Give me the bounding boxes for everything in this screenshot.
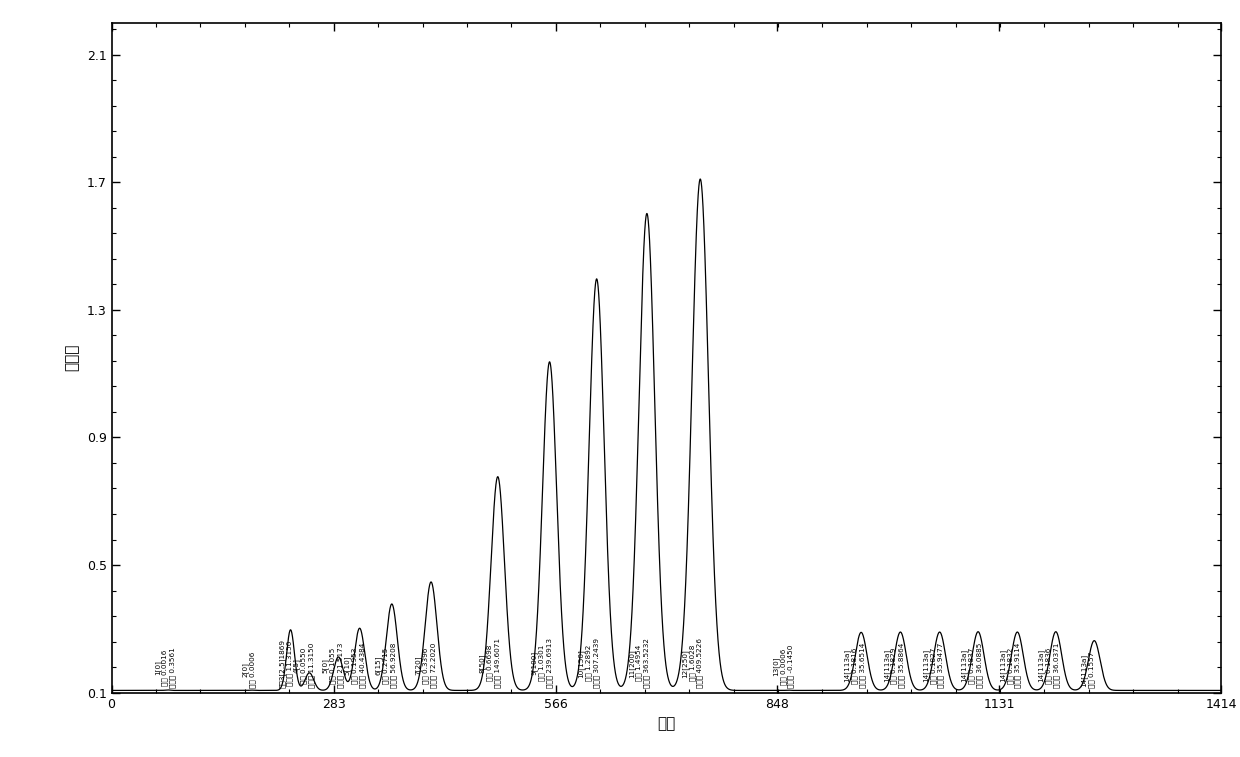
Text: 5[10]
峰高 0.1953
峰面积 40.4384: 5[10] 峰高 0.1953 峰面积 40.4384 [343, 643, 366, 688]
Text: 4[5]
峰高 0.0550
峰面积 11.3150: 4[5] 峰高 0.0550 峰面积 11.3150 [293, 643, 315, 688]
Text: 14[113a]
峰高 0.1816
峰面积 35.6514: 14[113a] 峰高 0.1816 峰面积 35.6514 [844, 643, 866, 688]
Text: 14[113a]
峰高 0.1836
峰面积 36.0371: 14[113a] 峰高 0.1836 峰面积 36.0371 [1038, 643, 1060, 688]
Text: 14[113a]
峰高 0.1832
峰面积 35.9114: 14[113a] 峰高 0.1832 峰面积 35.9114 [999, 643, 1022, 688]
Text: 14[113a]
峰高 0.1557: 14[113a] 峰高 0.1557 [1081, 652, 1095, 688]
Text: 11[200]
峰高 1.4954
峰面积 363.5232: 11[200] 峰高 1.4954 峰面积 363.5232 [627, 638, 650, 688]
Text: 13[0]
峰高 0.0006
峰面积 -0.1450: 13[0] 峰高 0.0006 峰面积 -0.1450 [773, 645, 795, 688]
Text: 7[20]
峰高 0.3396
峰面积 72.2020: 7[20] 峰高 0.3396 峰面积 72.2020 [414, 643, 436, 688]
Text: 2[0]
峰高 0.0006: 2[0] 峰高 0.0006 [242, 652, 257, 688]
Text: 14[113a]
峰高 0.1827
峰面积 35.9477: 14[113a] 峰高 0.1827 峰面积 35.9477 [923, 643, 945, 688]
X-axis label: 时间: 时间 [657, 716, 676, 731]
Text: 5[0]
峰高 0.1055
峰面积 21.5173: 5[0] 峰高 0.1055 峰面积 21.5173 [322, 643, 343, 688]
Text: 14[113a]
峰高 0.1829
峰面积 35.8864: 14[113a] 峰高 0.1829 峰面积 35.8864 [883, 643, 905, 688]
Text: 9[100]
峰高 1.0301
峰面积 239.6913: 9[100] 峰高 1.0301 峰面积 239.6913 [531, 638, 553, 688]
Text: 14[113a]
峰高 0.1837
峰面积 36.0885: 14[113a] 峰高 0.1837 峰面积 36.0885 [961, 643, 983, 688]
Text: 1[0]
峰高 0.0016
峰面积 0.3561: 1[0] 峰高 0.0016 峰面积 0.3561 [154, 647, 176, 688]
Text: 8[50]
峰高 0.6698
峰面积 149.6071: 8[50] 峰高 0.6698 峰面积 149.6071 [479, 638, 501, 688]
Y-axis label: 吸光度: 吸光度 [64, 344, 79, 372]
Text: 峰高3[2.5]1869
峰面积 11.3150: 峰高3[2.5]1869 峰面积 11.3150 [279, 639, 293, 688]
Text: 6[15]
峰高 0.2715
峰面积 56.9208: 6[15] 峰高 0.2715 峰面积 56.9208 [374, 643, 397, 688]
Text: 12[250]
峰高 1.6028
峰面积 409.5226: 12[250] 峰高 1.6028 峰面积 409.5226 [682, 638, 703, 688]
Text: 10[150]
峰高 1.2892
峰面积 307.2439: 10[150] 峰高 1.2892 峰面积 307.2439 [578, 638, 600, 688]
